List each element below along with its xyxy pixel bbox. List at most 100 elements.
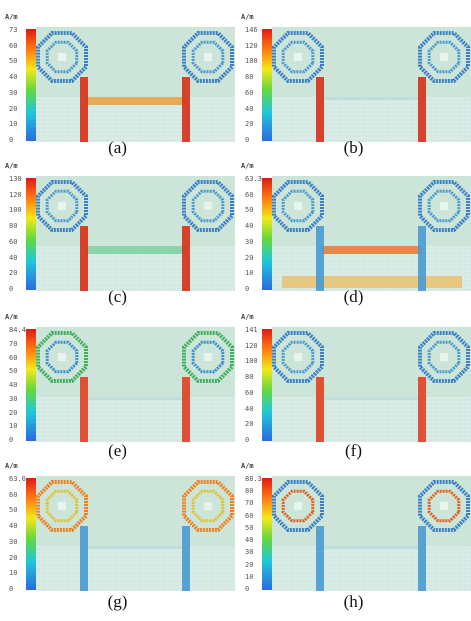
scale-tick-label: 80 <box>245 73 254 82</box>
scale-tick-label: 30 <box>9 88 18 97</box>
color-scale: 84.4 70 60 50 40 30 20 10 0 <box>2 326 36 444</box>
scale-tick-label: 40 <box>9 522 18 531</box>
substrate-region <box>36 546 235 591</box>
resonator-inner-ring <box>45 340 79 374</box>
scale-tick-label: 100 <box>9 206 22 215</box>
scale-tick-label: 120 <box>9 190 22 199</box>
resonator-center <box>204 502 212 510</box>
scale-tick-label: 60 <box>9 353 18 362</box>
resonator-inner-ring <box>427 340 461 374</box>
scale-tick-label: 60 <box>9 490 18 499</box>
substrate-region <box>272 546 471 591</box>
strip-field <box>322 97 422 100</box>
field-panel: A/m 84.4 70 60 50 40 30 20 10 0 <box>0 313 235 468</box>
panel-caption: (b) <box>343 138 364 157</box>
scale-tick-label: 50 <box>9 367 18 376</box>
resonator-outer-ring <box>418 31 470 83</box>
resonator-outer-ring <box>182 480 234 532</box>
scale-max-label: 146 <box>245 26 258 34</box>
field-plot <box>36 27 235 142</box>
scale-tick-label: 0 <box>245 285 250 293</box>
scale-tick-label: 30 <box>245 548 254 557</box>
scale-tick-label: 10 <box>9 569 18 578</box>
scale-tick-label: 40 <box>9 253 18 262</box>
color-scale: 63.3 60 50 40 30 20 10 0 <box>238 175 272 293</box>
resonator-outer-ring <box>272 331 324 383</box>
resonator-outer-ring <box>182 180 234 232</box>
scale-tick-label: 80 <box>9 222 18 231</box>
field-panel: A/m 146 120 100 80 60 40 20 0 <box>236 13 471 168</box>
color-scale-bar <box>262 329 272 441</box>
resonator-inner-ring <box>281 40 315 74</box>
resonator-inner-ring <box>427 189 461 223</box>
field-panel: A/m 141 120 100 80 60 40 20 0 <box>236 313 471 468</box>
scale-tick-label: 0 <box>245 585 250 593</box>
strip-field-lower <box>282 276 462 288</box>
color-scale-bar <box>262 178 272 290</box>
scale-max-label: 88.3 <box>245 475 262 483</box>
feed-line <box>80 226 88 291</box>
unit-label: A/m <box>241 462 254 470</box>
strip-field <box>86 246 186 254</box>
scale-tick-label: 40 <box>245 222 254 231</box>
substrate-region <box>272 97 471 142</box>
resonator-outer-ring <box>272 31 324 83</box>
scale-max-label: 63.0 <box>9 475 26 483</box>
scale-tick-label: 20 <box>9 553 18 562</box>
field-plot <box>272 176 471 291</box>
resonator-center <box>204 202 212 210</box>
scale-tick-label: 30 <box>9 537 18 546</box>
scale-tick-label: 60 <box>9 41 18 50</box>
resonator-outer-ring <box>418 180 470 232</box>
field-plot <box>36 176 235 291</box>
field-panel: A/m 63.0 60 50 40 30 20 10 0 <box>0 462 235 617</box>
resonator-inner-ring <box>45 189 79 223</box>
feed-line <box>80 377 88 442</box>
scale-tick-label: 40 <box>245 404 254 413</box>
color-scale: 88.3 80 70 60 50 40 30 20 10 0 <box>238 475 272 593</box>
scale-tick-label: 40 <box>9 73 18 82</box>
scale-tick-label: 10 <box>245 269 254 278</box>
panel-caption: (g) <box>107 592 128 611</box>
field-plot <box>36 476 235 591</box>
feed-line <box>418 226 426 291</box>
resonator-outer-ring <box>182 331 234 383</box>
scale-tick-label: 60 <box>245 88 254 97</box>
resonator-center <box>204 53 212 61</box>
resonator-center <box>294 502 302 510</box>
scale-tick-label: 20 <box>245 560 254 569</box>
scale-max-label: 84.4 <box>9 326 26 334</box>
resonator-outer-ring <box>182 31 234 83</box>
feed-line <box>316 77 324 142</box>
scale-tick-label: 0 <box>9 436 14 444</box>
strip-field <box>322 546 422 549</box>
panel-caption: (f) <box>345 441 362 460</box>
field-plot <box>36 327 235 442</box>
color-scale-bar <box>26 329 36 441</box>
scale-tick-label: 60 <box>245 388 254 397</box>
resonator-inner-ring <box>191 40 225 74</box>
field-panel: A/m 130 120 100 80 60 40 20 0 <box>0 162 235 317</box>
resonator-outer-ring <box>418 480 470 532</box>
color-scale-bar <box>262 29 272 141</box>
scale-tick-label: 50 <box>9 506 18 515</box>
feed-line <box>418 526 426 591</box>
resonator-inner-ring <box>191 489 225 523</box>
scale-tick-label: 100 <box>245 57 258 66</box>
resonator-outer-ring <box>36 331 88 383</box>
color-scale: 63.0 60 50 40 30 20 10 0 <box>2 475 36 593</box>
scale-tick-label: 70 <box>245 499 254 508</box>
unit-label: A/m <box>5 162 18 170</box>
scale-tick-label: 10 <box>9 422 18 431</box>
scale-tick-label: 20 <box>9 269 18 278</box>
resonator-center <box>58 353 66 361</box>
scale-tick-label: 0 <box>9 585 14 593</box>
feed-line <box>80 526 88 591</box>
feed-line <box>80 77 88 142</box>
scale-tick-label: 30 <box>9 394 18 403</box>
unit-label: A/m <box>241 162 254 170</box>
resonator-center <box>440 353 448 361</box>
strip-field <box>86 397 186 400</box>
scale-tick-label: 60 <box>245 511 254 520</box>
resonator-center <box>58 502 66 510</box>
